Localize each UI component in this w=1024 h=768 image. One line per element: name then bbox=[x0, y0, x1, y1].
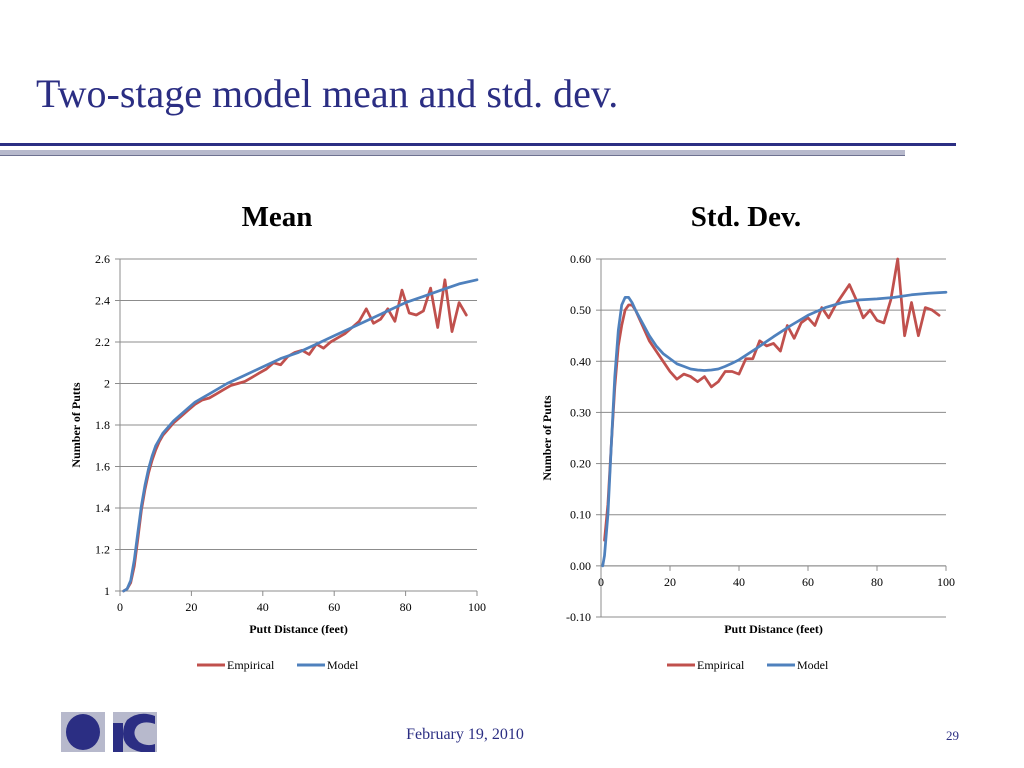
y-tick-label: 0.00 bbox=[570, 559, 591, 573]
footer-date: February 19, 2010 bbox=[406, 726, 524, 743]
x-tick-label: 20 bbox=[664, 575, 676, 589]
y-tick-label: 0.10 bbox=[570, 508, 591, 522]
y-tick-label: 0.40 bbox=[570, 354, 591, 368]
series-line-model bbox=[601, 290, 948, 568]
x-axis-title: Putt Distance (feet) bbox=[724, 622, 823, 636]
x-tick-label: 100 bbox=[468, 600, 486, 614]
organization-logo bbox=[61, 712, 157, 752]
title-divider-shadow bbox=[0, 150, 905, 155]
slide-title: Two-stage model mean and std. dev. bbox=[36, 71, 619, 116]
y-tick-label: 2.2 bbox=[95, 335, 110, 349]
stddev-chart-title: Std. Dev. bbox=[690, 201, 802, 233]
x-tick-label: 80 bbox=[871, 575, 883, 589]
y-tick-label: 2.4 bbox=[95, 294, 110, 308]
y-tick-label: 2.6 bbox=[95, 252, 110, 266]
x-tick-label: 100 bbox=[937, 575, 955, 589]
x-tick-label: 40 bbox=[733, 575, 745, 589]
x-tick-label: 80 bbox=[400, 600, 412, 614]
title-divider-line bbox=[0, 155, 905, 156]
series-line-model bbox=[122, 278, 479, 593]
y-tick-label: 1.4 bbox=[95, 501, 110, 515]
y-tick-label: 0.30 bbox=[570, 405, 591, 419]
legend-label-empirical: Empirical bbox=[697, 658, 745, 672]
y-axis-title: Number of Putts bbox=[540, 395, 554, 480]
mean-chart-title: Mean bbox=[241, 201, 313, 233]
x-tick-label: 60 bbox=[802, 575, 814, 589]
y-tick-label: 0.20 bbox=[570, 457, 591, 471]
legend-label-model: Model bbox=[797, 658, 829, 672]
y-tick-label: -0.10 bbox=[566, 610, 591, 624]
y-tick-label: 1.2 bbox=[95, 543, 110, 557]
y-tick-label: 2 bbox=[104, 377, 110, 391]
legend-label-empirical: Empirical bbox=[227, 658, 275, 672]
x-axis-title: Putt Distance (feet) bbox=[249, 622, 348, 636]
series-line-empirical bbox=[603, 257, 941, 542]
x-tick-label: 0 bbox=[117, 600, 123, 614]
y-axis-title: Number of Putts bbox=[69, 382, 83, 467]
page-number: 29 bbox=[946, 728, 959, 743]
y-tick-label: 1.6 bbox=[95, 460, 110, 474]
x-tick-label: 40 bbox=[257, 600, 269, 614]
legend-label-model: Model bbox=[327, 658, 359, 672]
y-tick-label: 1.8 bbox=[95, 418, 110, 432]
y-tick-label: 0.60 bbox=[570, 252, 591, 266]
x-tick-label: 60 bbox=[328, 600, 340, 614]
y-tick-label: 0.50 bbox=[570, 303, 591, 317]
y-tick-label: 1 bbox=[104, 584, 110, 598]
x-tick-label: 0 bbox=[598, 575, 604, 589]
title-divider bbox=[0, 143, 956, 146]
x-tick-label: 20 bbox=[185, 600, 197, 614]
